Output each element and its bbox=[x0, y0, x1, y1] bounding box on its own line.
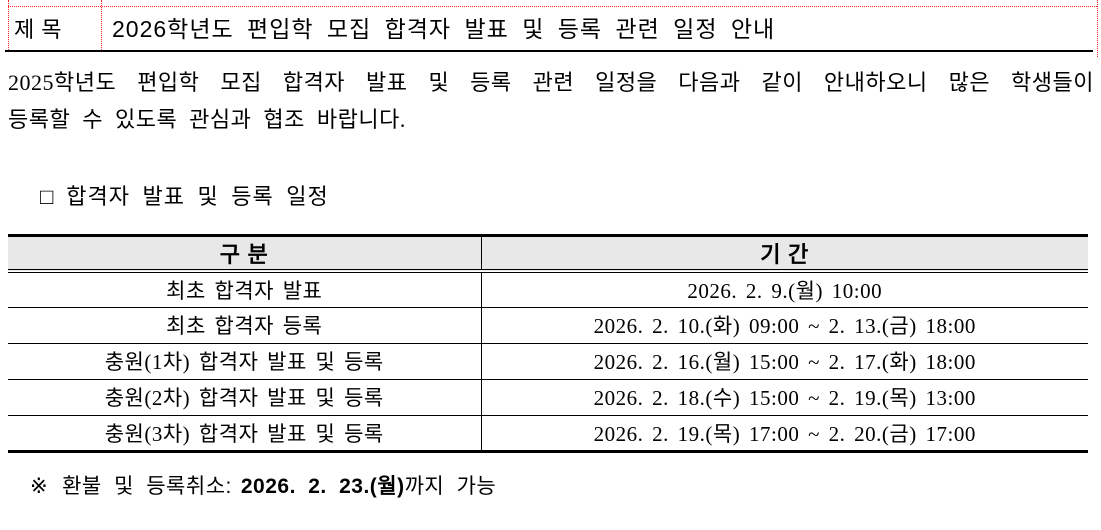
row-category: 최초 합격자 등록 bbox=[8, 306, 482, 343]
schedule-table: 구 분 기 간 최초 합격자 발표 2026. 2. 9.(월) 10:00 최… bbox=[8, 234, 1088, 453]
section-heading: □ 합격자 발표 및 등록 일정 bbox=[40, 182, 329, 212]
table-row: 충원(2차) 합격자 발표 및 등록 2026. 2. 18.(수) 15:00… bbox=[8, 378, 1088, 415]
section-heading-label: 합격자 발표 및 등록 일정 bbox=[66, 184, 329, 209]
row-period: 2026. 2. 10.(화) 09:00 ~ 2. 13.(금) 18:00 bbox=[481, 306, 1088, 343]
row-category: 충원(3차) 합격자 발표 및 등록 bbox=[8, 414, 482, 451]
intro-paragraph: 2025학년도 편입학 모집 합격자 발표 및 등록 관련 일정을 다음과 같이… bbox=[8, 64, 1094, 138]
row-category: 충원(2차) 합격자 발표 및 등록 bbox=[8, 378, 482, 415]
title-box-left-border bbox=[8, 0, 9, 50]
title-field-label: 제목 bbox=[14, 17, 69, 42]
footnote-text-after: 까지 가능 bbox=[404, 475, 497, 498]
column-header-period: 기 간 bbox=[481, 235, 1088, 273]
refund-footnote: ※ 환불 및 등록취소: 2026. 2. 23.(월)까지 가능 bbox=[30, 472, 496, 502]
row-period: 2026. 2. 16.(월) 15:00 ~ 2. 17.(화) 18:00 bbox=[481, 342, 1088, 379]
table-row: 최초 합격자 등록 2026. 2. 10.(화) 09:00 ~ 2. 13.… bbox=[8, 306, 1088, 343]
square-bullet-icon: □ bbox=[40, 184, 55, 209]
footnote-text: 환불 및 등록취소: bbox=[62, 475, 232, 498]
title-bottom-rule bbox=[5, 50, 1093, 52]
reference-mark-icon: ※ bbox=[30, 475, 49, 498]
row-period: 2026. 2. 18.(수) 15:00 ~ 2. 19.(목) 13:00 bbox=[481, 378, 1088, 415]
row-period: 2026. 2. 9.(월) 10:00 bbox=[687, 278, 883, 303]
row-category: 최초 합격자 발표 bbox=[8, 271, 482, 307]
schedule-table-header-row: 구 분 기 간 bbox=[8, 235, 1088, 273]
footnote-deadline-date: 2026. 2. 23.(월) bbox=[240, 475, 405, 498]
intro-line-2: 등록할 수 있도록 관심과 협조 바랍니다. bbox=[8, 107, 406, 132]
table-row: 최초 합격자 발표 2026. 2. 9.(월) 10:00 bbox=[8, 271, 1088, 307]
row-category: 충원(1차) 합격자 발표 및 등록 bbox=[8, 342, 482, 379]
intro-line-1: 2025학년도 편입학 모집 합격자 발표 및 등록 관련 일정을 다음과 같이… bbox=[8, 70, 1094, 95]
table-row: 충원(1차) 합격자 발표 및 등록 2026. 2. 16.(월) 15:00… bbox=[8, 342, 1088, 379]
title-box-divider bbox=[101, 0, 102, 50]
document-title: 2026학년도 편입학 모집 합격자 발표 및 등록 관련 일정 안내 bbox=[112, 16, 776, 42]
table-row: 충원(3차) 합격자 발표 및 등록 2026. 2. 19.(목) 17:00… bbox=[8, 414, 1088, 451]
title-box-top-border bbox=[8, 6, 1097, 7]
title-box-right-border bbox=[1097, 0, 1098, 57]
column-header-category: 구 분 bbox=[8, 235, 482, 273]
row-period: 2026. 2. 19.(목) 17:00 ~ 2. 20.(금) 17:00 bbox=[481, 414, 1088, 451]
